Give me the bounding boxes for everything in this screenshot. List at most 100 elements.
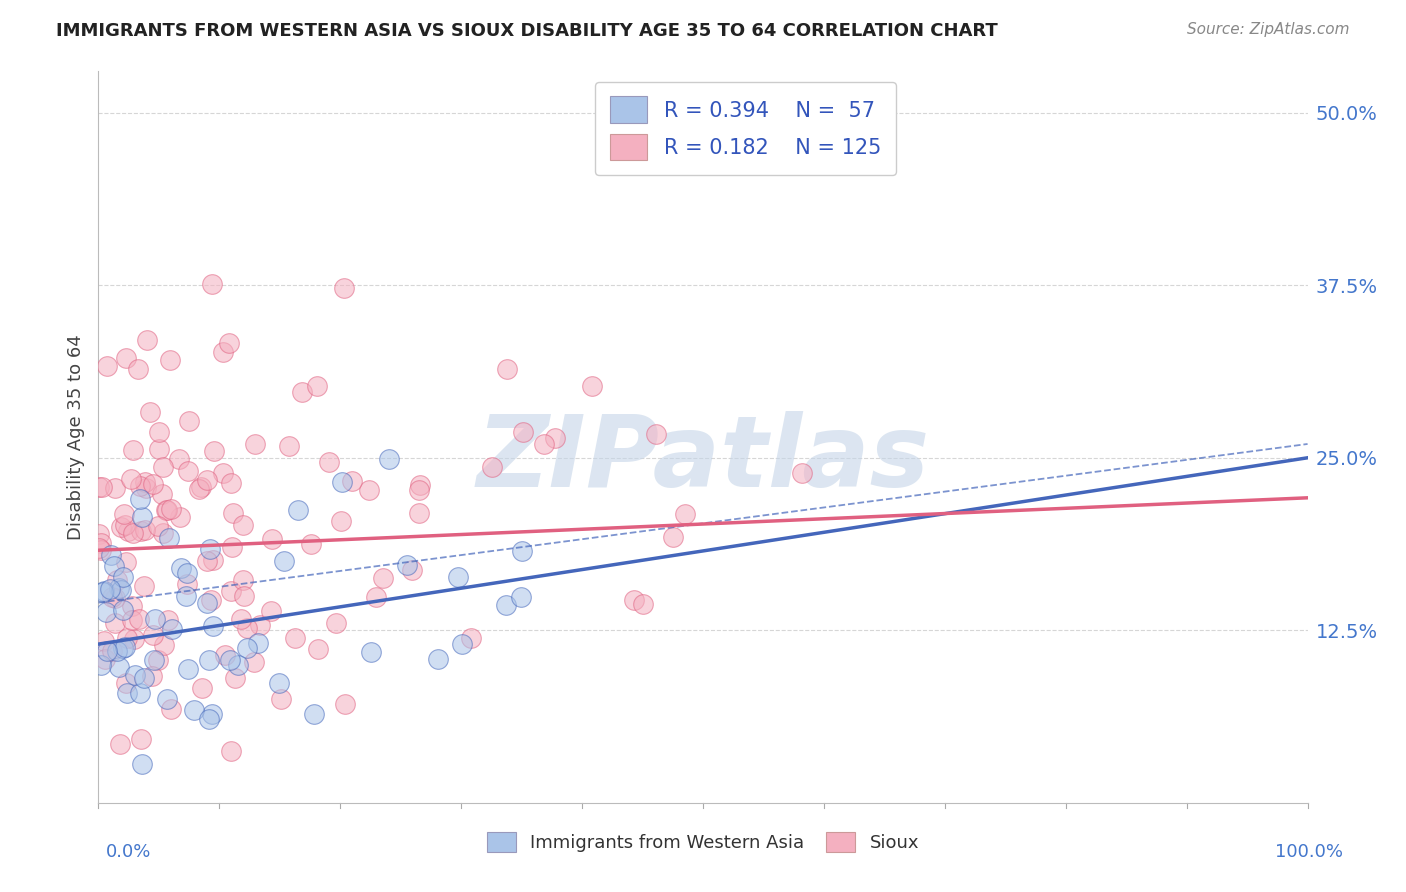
Point (141, 669, 163, 683)
Point (200, 707, 222, 722)
Point (373, 571, 395, 585)
Point (104, 615, 127, 630)
Point (401, 563, 423, 577)
Point (304, 707, 326, 722)
Point (408, 506, 430, 520)
Point (120, 472, 142, 486)
Point (330, 475, 353, 489)
Point (243, 437, 266, 451)
Point (662, 530, 685, 544)
Text: ZIPatlas: ZIPatlas (477, 410, 929, 508)
Point (138, 405, 160, 419)
Point (159, 352, 181, 367)
Point (214, 648, 236, 662)
Point (90, 480, 112, 494)
Point (177, 414, 200, 428)
Point (134, 523, 156, 537)
Point (129, 731, 152, 746)
Point (299, 537, 322, 551)
Point (152, 526, 174, 541)
Point (329, 514, 352, 528)
Point (101, 644, 124, 658)
Point (117, 686, 139, 700)
Point (132, 671, 155, 685)
Point (229, 611, 252, 625)
Point (131, 510, 153, 524)
Point (190, 480, 212, 494)
Point (100, 549, 122, 563)
Point (131, 757, 153, 772)
Point (129, 686, 152, 700)
Point (236, 621, 259, 635)
Point (226, 657, 249, 672)
Point (623, 593, 645, 607)
Point (307, 641, 329, 656)
Point (121, 599, 143, 613)
Point (167, 452, 190, 467)
Point (291, 385, 314, 400)
Point (105, 644, 128, 658)
Point (91, 585, 114, 599)
Point (218, 653, 240, 667)
Point (188, 482, 211, 496)
Text: Source: ZipAtlas.com: Source: ZipAtlas.com (1187, 22, 1350, 37)
Point (90, 658, 112, 673)
Legend: Immigrants from Western Asia, Sioux: Immigrants from Western Asia, Sioux (479, 824, 927, 860)
Point (200, 593, 222, 607)
Point (222, 506, 245, 520)
Point (395, 558, 418, 572)
Point (124, 632, 146, 646)
Point (128, 612, 150, 626)
Point (114, 351, 136, 365)
Point (190, 681, 212, 695)
Point (110, 520, 132, 534)
Point (155, 502, 177, 516)
Point (112, 570, 135, 584)
Point (211, 467, 233, 481)
Point (160, 623, 183, 637)
Point (121, 526, 143, 541)
Point (236, 641, 259, 656)
Point (198, 653, 221, 667)
Point (278, 439, 301, 453)
Point (260, 532, 283, 546)
Point (156, 691, 179, 706)
Point (114, 517, 136, 532)
Point (108, 737, 131, 751)
Point (108, 659, 131, 673)
Point (156, 503, 179, 517)
Point (90, 543, 112, 558)
Point (90, 536, 112, 550)
Point (260, 604, 283, 618)
Point (103, 558, 125, 573)
Point (533, 436, 555, 450)
Point (305, 378, 328, 392)
Point (267, 675, 290, 690)
Point (142, 476, 165, 491)
Point (451, 637, 474, 651)
Point (201, 277, 224, 291)
Point (219, 744, 242, 758)
Point (409, 478, 432, 492)
Point (243, 655, 266, 669)
Point (94, 652, 117, 666)
Point (512, 425, 534, 439)
Point (96, 644, 118, 658)
Point (195, 473, 218, 487)
Point (115, 632, 138, 646)
Point (134, 475, 156, 490)
Point (202, 444, 225, 458)
Point (108, 581, 131, 595)
Point (357, 483, 380, 497)
Point (212, 345, 235, 359)
Point (333, 281, 356, 295)
Point (96, 359, 118, 373)
Point (176, 577, 198, 591)
Point (129, 478, 152, 492)
Point (631, 598, 654, 612)
Point (460, 632, 482, 646)
Point (146, 519, 169, 533)
Point (246, 636, 269, 650)
Point (481, 460, 503, 475)
Point (169, 510, 191, 524)
